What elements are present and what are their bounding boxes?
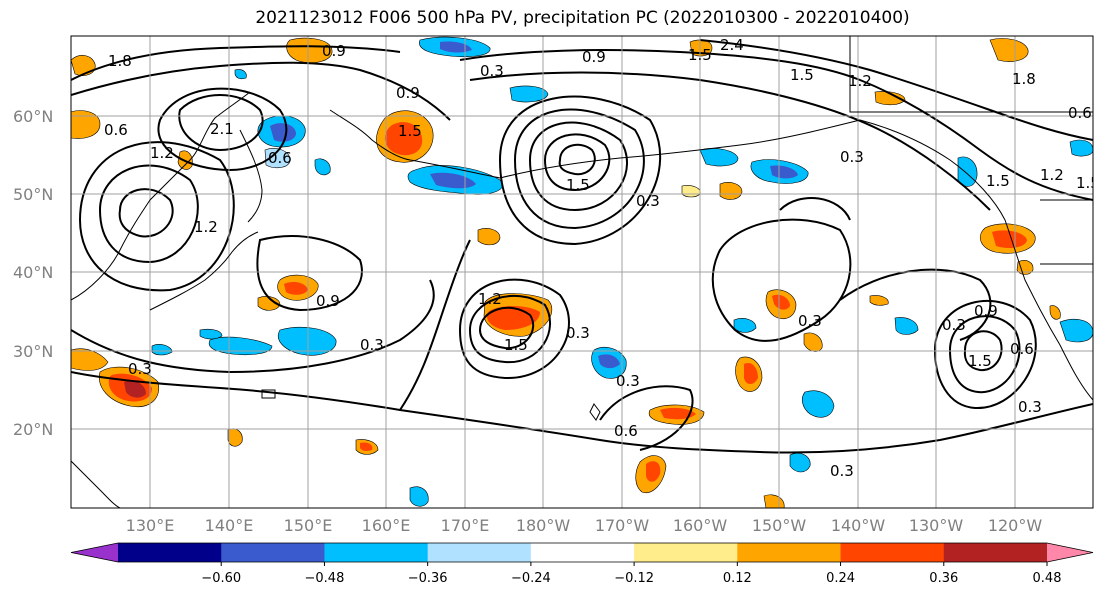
lon-label: 150°E xyxy=(284,516,333,535)
lon-label: 160°W xyxy=(673,516,728,535)
contour-label: 0.3 xyxy=(830,462,854,480)
lon-labels: 130°E 140°E 150°E 160°E 170°E 180°W 170°… xyxy=(126,516,1043,535)
colorbar: −0.60 −0.48 −0.36 −0.24 −0.12 0.12 0.24 0.36 0.4… xyxy=(70,542,1094,586)
contour-label: 1.5 xyxy=(986,172,1010,190)
contour-label: 0.3 xyxy=(1018,398,1042,416)
contour-label: 0.9 xyxy=(582,48,606,66)
contour-label: 0.3 xyxy=(480,62,504,80)
pv-contours xyxy=(71,39,1093,454)
colorbar-segment xyxy=(737,543,842,562)
contour-label: 0.3 xyxy=(798,312,822,330)
lon-label: 160°E xyxy=(362,516,411,535)
contour-label: 0.6 xyxy=(1010,340,1034,358)
contour-label: 0.6 xyxy=(1068,104,1092,122)
contour-label: 0.9 xyxy=(396,84,420,102)
lon-label: 170°E xyxy=(441,516,490,535)
contour-label: 1.5 xyxy=(566,176,590,194)
colorbar-tick-label: −0.12 xyxy=(614,571,654,586)
colorbar-extend-low xyxy=(71,543,118,562)
contour-label: 1.5 xyxy=(688,46,712,64)
map-frame xyxy=(70,35,1094,509)
colorbar-segment xyxy=(324,543,429,562)
contour-label: 1.5 xyxy=(790,66,814,84)
contour-label: 1.5 xyxy=(504,336,528,354)
contour-label: 1.2 xyxy=(150,144,174,162)
contour-label-group: 0.9 1.5 1.2 0.3 0.6 0.6 0.9 0.3 0.3 0.3 … xyxy=(104,36,1100,480)
colorbar-tick-label: −0.36 xyxy=(408,571,448,586)
lon-label: 140°E xyxy=(205,516,254,535)
lat-label: 60°N xyxy=(13,107,53,126)
contour-label: 0.6 xyxy=(104,121,128,139)
colorbar-segment xyxy=(840,543,945,562)
contour-label: 0.9 xyxy=(322,42,346,60)
contour-label: 0.3 xyxy=(360,336,384,354)
contour-label: 1.8 xyxy=(1012,70,1036,88)
colorbar-segment xyxy=(634,543,738,562)
contour-label: 0.3 xyxy=(128,360,152,378)
lon-label: 170°W xyxy=(595,516,650,535)
contour-label: 1.5 xyxy=(1076,174,1100,192)
colorbar-tick-label: 0.12 xyxy=(723,571,752,586)
coastlines xyxy=(71,36,1093,508)
colorbar-tick-label: −0.60 xyxy=(201,571,241,586)
lon-label: 130°W xyxy=(909,516,964,535)
contour-label: 2.1 xyxy=(210,120,234,138)
contour-label: 0.3 xyxy=(566,324,590,342)
colorbar-segment xyxy=(221,543,325,562)
contour-label: 0.6 xyxy=(268,149,292,167)
contour-label: 1.2 xyxy=(478,290,502,308)
colorbar-segment xyxy=(118,543,222,562)
colorbar-segment xyxy=(943,543,1048,562)
contour-label: 1.5 xyxy=(398,122,422,140)
contour-label: 0.9 xyxy=(974,302,998,320)
lat-label: 50°N xyxy=(13,185,53,204)
contour-label: 0.6 xyxy=(614,422,638,440)
colorbar-tick-label: 0.24 xyxy=(826,571,855,586)
colorbar-outline xyxy=(70,542,1094,563)
contour-label: 1.2 xyxy=(1040,166,1064,184)
lat-labels: 60°N 50°N 40°N 30°N 20°N xyxy=(13,107,53,439)
contour-label: 1.2 xyxy=(194,218,218,236)
lon-label: 180°W xyxy=(516,516,571,535)
colorbar-tick-label: −0.48 xyxy=(305,571,345,586)
contour-label: 0.3 xyxy=(616,372,640,390)
lat-label: 30°N xyxy=(13,342,53,361)
contour-label: 0.3 xyxy=(942,316,966,334)
colorbar-tick-label: 0.48 xyxy=(1033,571,1062,586)
contour-label: 0.9 xyxy=(316,292,340,310)
contour-label: 1.8 xyxy=(108,52,132,70)
lon-label: 120°W xyxy=(988,516,1043,535)
colorbar-segment xyxy=(427,543,532,562)
lat-label: 20°N xyxy=(13,420,53,439)
contour-label: 0.3 xyxy=(840,148,864,166)
colorbar-tick-label: −0.24 xyxy=(511,571,551,586)
lon-label: 140°W xyxy=(831,516,886,535)
colorbar-tick-label: 0.36 xyxy=(929,571,958,586)
colorbar-segment xyxy=(530,543,635,562)
precip-shading xyxy=(71,36,1093,508)
lon-label: 130°E xyxy=(126,516,175,535)
contour-label: 1.2 xyxy=(848,72,872,90)
contour-label: 0.3 xyxy=(636,192,660,210)
lon-label: 150°W xyxy=(752,516,807,535)
graticule xyxy=(71,36,1093,508)
contour-label: 2.4 xyxy=(720,36,744,54)
contour-label: 1.5 xyxy=(968,352,992,370)
map-title: 2021123012 F006 500 hPa PV, precipitatio… xyxy=(255,8,910,28)
map-content: 0.9 1.5 1.2 0.3 0.6 0.6 0.9 0.3 0.3 0.3 … xyxy=(71,36,1100,508)
lat-label: 40°N xyxy=(13,263,53,282)
colorbar-extend-high xyxy=(1047,543,1093,562)
